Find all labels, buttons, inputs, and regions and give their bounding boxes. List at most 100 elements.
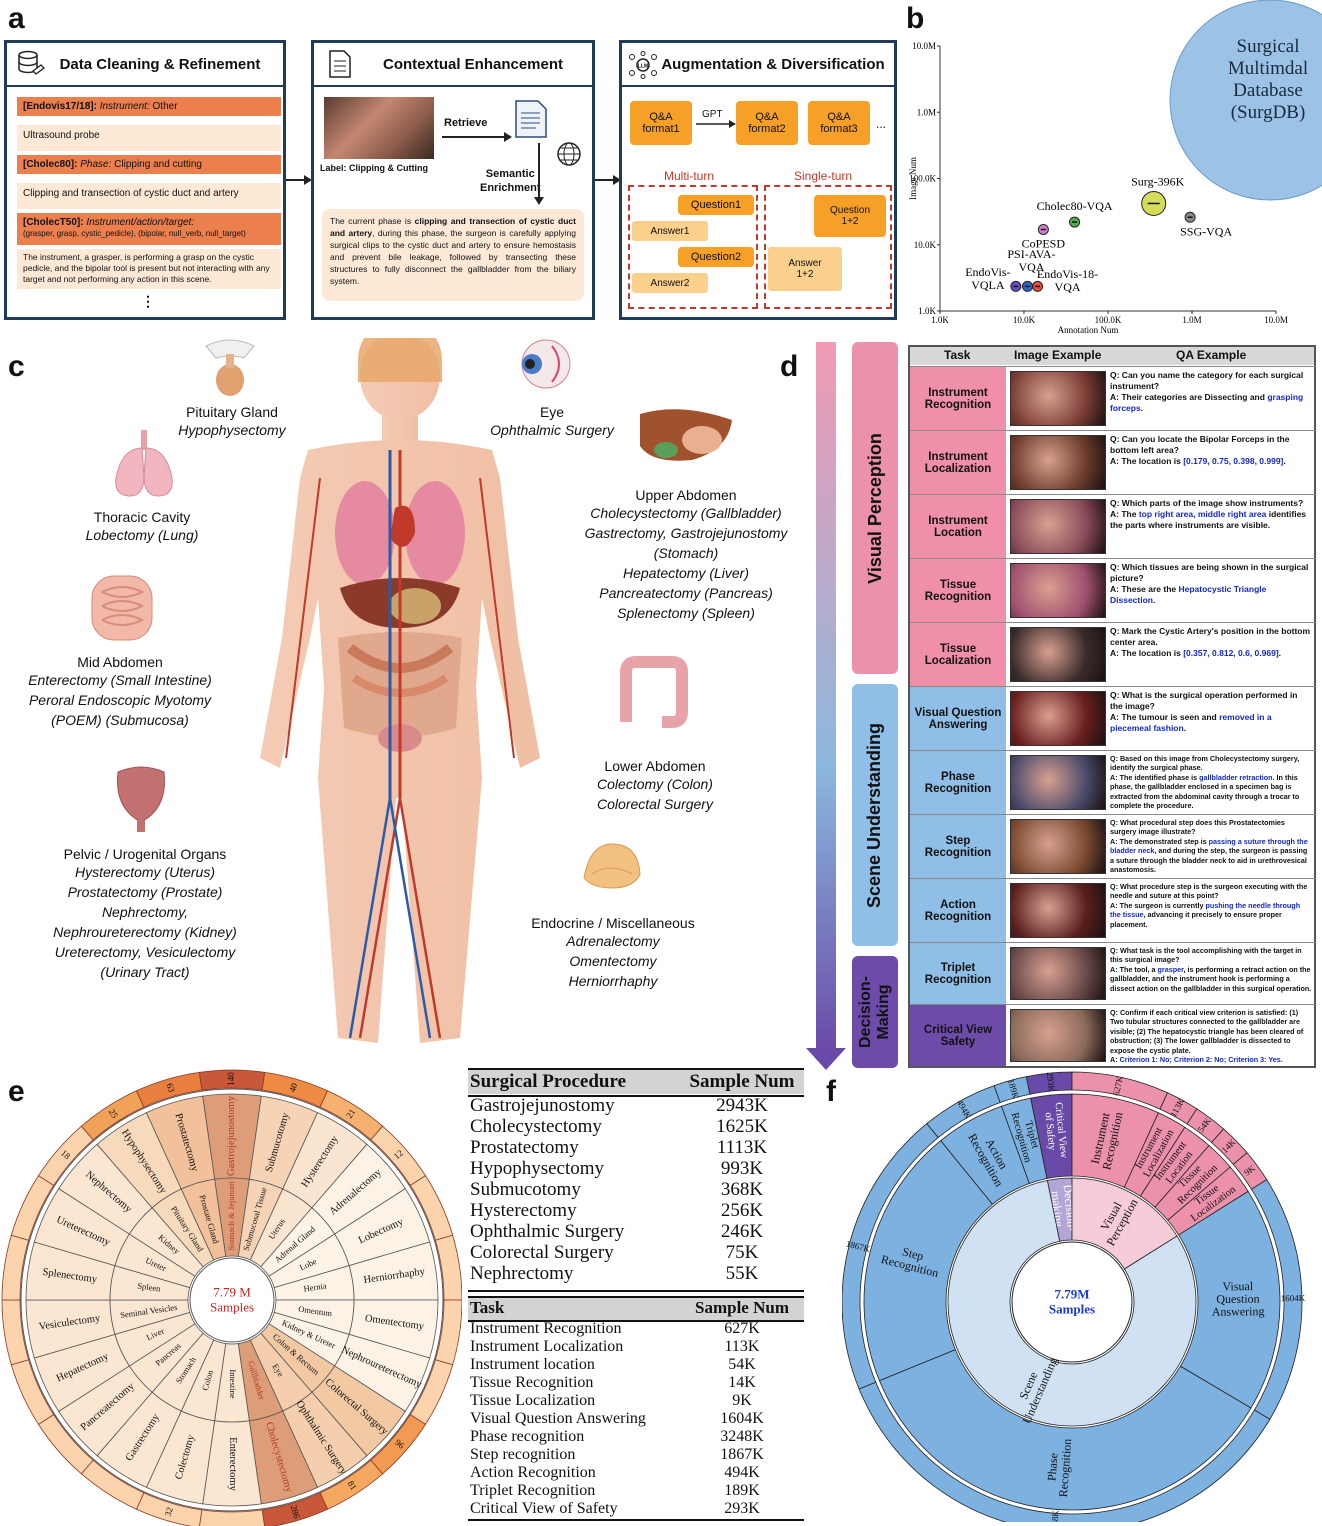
llm-icon: LLM [628,51,658,83]
task-row: Instrument Localization Q: Can you locate… [910,430,1316,494]
organ-label: Stomach & Jejunum [226,1181,236,1251]
task-name: Tissue Recognition [910,559,1006,622]
data-cleaning-header: Data Cleaning & Refinement [7,43,283,87]
table1-header-bg [468,1070,804,1094]
procedure-count-ring [199,1509,265,1526]
example-image [1010,691,1106,746]
task-row: Tissue Localization Q: Mark the Cystic Ar… [910,622,1316,686]
example-image [1010,819,1106,874]
task-name: Tissue Localization [910,623,1006,686]
qa-example: Q: Can you locate the Bipolar Forceps in… [1110,434,1290,466]
qa-example: Q: Based on this image from Cholecystect… [1110,754,1300,811]
task-name: Step Recognition [910,815,1006,878]
table1-bottom-rule [468,1290,804,1292]
table1-row: Gastrojejunostomy 2943K [470,1095,768,1116]
contextual-box: Contextual Enhancement Label: Clipping &… [311,40,595,320]
data-cleaning-box: Data Cleaning & Refinement [Endovis17/18… [4,40,286,320]
surgdb-label: Surgical Multimdal Database (SurgDB) [1228,36,1308,123]
point-label: PSI-AVA-VQA [1007,247,1055,274]
procedure-count: 140 [226,1072,236,1086]
bladder-icon [116,766,166,832]
gpt-arrow [696,120,736,128]
x-axis-label: Annotation Num [1058,325,1119,335]
table2-row: Action Recognition 494K [470,1464,760,1481]
organ-label: Spleen [137,1280,162,1293]
y-tick-label: 10.0K [914,240,937,250]
retrieve-arrow [442,132,512,142]
table2-row: Tissue Recognition 14K [470,1374,756,1391]
answer1-box: Answer1 [632,221,708,241]
point-label: SSG-VQA [1180,224,1232,238]
task-count: 3248K [1049,1509,1061,1522]
document-icon [328,49,352,83]
lungs-icon [115,430,173,497]
human-body-illustration [260,338,540,1043]
task-name: Instrument Location [910,495,1006,558]
point-label: EndoVis-VQLA [965,265,1010,292]
table2-bottom-rule [468,1519,804,1521]
image-label: Label: Clipping & Cutting [320,163,428,173]
table1-row: Colorectal Surgery 75K [470,1242,759,1263]
task-name: Critical View Safety [910,1005,1006,1066]
qa-example: Q: Mark the Cystic Artery's position in … [1110,626,1311,658]
category-segment [947,1180,1197,1427]
svg-text:LLM: LLM [638,64,648,70]
question2-box: Question2 [678,247,754,267]
y-axis-label: Image Num [908,157,918,200]
panel-label-d: d [780,350,799,383]
colon-icon [620,656,688,728]
more-dots: ... [876,117,887,131]
contextual-title: Contextual Enhancement [382,55,564,73]
task-sunburst: Critical Viewof Safety293KInstrumentReco… [842,1072,1306,1522]
surgdb-circle [1169,0,1322,201]
scene-understanding-band: Scene Understanding [852,684,898,946]
answer2-box: Answer2 [632,273,708,293]
x-tick-label: 10.0K [1013,315,1036,325]
example-image [1010,755,1106,810]
task-segment [863,1140,994,1382]
example-image [1010,499,1106,554]
augmentation-title: Augmentation & Diversification [661,55,885,73]
task-label: Critical Viewof Safety [1041,1102,1069,1160]
task-row: Step Recognition Q: What procedural step … [910,814,1316,878]
panel-label-a: a [8,2,25,35]
data-cleaning-title: Data Cleaning & Refinement [59,55,261,73]
eye-block: Eye Ophthalmic Surgery [490,404,614,438]
task-row: Tissue Recognition Q: Which tissues are b… [910,558,1316,622]
procedure-count-ring [135,1071,203,1108]
augmentation-box: LLM Augmentation & Diversification Q&A f… [619,40,897,320]
question12-box: Question 1+2 [814,195,886,237]
lower-abdomen-block: Lower Abdomen Colectomy (Colon) Colorectal… [597,758,713,812]
augmentation-header: LLM Augmentation & Diversification [622,43,894,87]
qa-example: Q: What procedural step does this Prosta… [1110,818,1308,875]
example-image [1010,947,1106,1000]
y-tick-label: 10.0M [912,41,936,51]
table2-header-bg [468,1298,804,1320]
qa-format1: Q&A format1 [630,101,692,145]
question1-box: Question1 [678,195,754,215]
table2-top-rule [468,1296,804,1298]
table1-row: Hypophysectomy 993K [470,1158,764,1179]
table2-row: Instrument location 54K [470,1356,756,1373]
qa-example: Q: What task is the tool accomplishing w… [1110,946,1312,993]
panel-label-c: c [8,350,25,383]
pelvic-block: Pelvic / Urogenital Organs Hysterectomy (… [53,846,237,980]
multi-turn-label: Multi-turn [664,169,715,183]
task-row: Visual Question Answering Q: What is the … [910,686,1316,750]
table2-row: Triplet Recognition 189K [470,1482,760,1499]
table2-header: Task Sample Num [470,1298,789,1317]
task-row: Instrument Recognition Q: Can you name th… [910,366,1316,430]
eye-icon [521,339,571,389]
example-image [1010,435,1106,490]
endovis-bar: [Endovis17/18]: Instrument: Other [17,97,281,116]
organ-label: Hernia [303,1280,328,1293]
table1-row: Ophthalmic Surgery 246K [470,1221,764,1242]
visual-perception-band: Visual Perception [852,342,898,674]
cholect50-text: The instrument, a grasper, is performing… [17,249,281,289]
single-turn-label: Single-turn [794,169,853,183]
task-count-ring [993,1076,1031,1104]
gpt-label: GPT [702,109,723,120]
procedure-count: 286 [288,1504,302,1520]
task-count: 293K [1045,1072,1057,1093]
